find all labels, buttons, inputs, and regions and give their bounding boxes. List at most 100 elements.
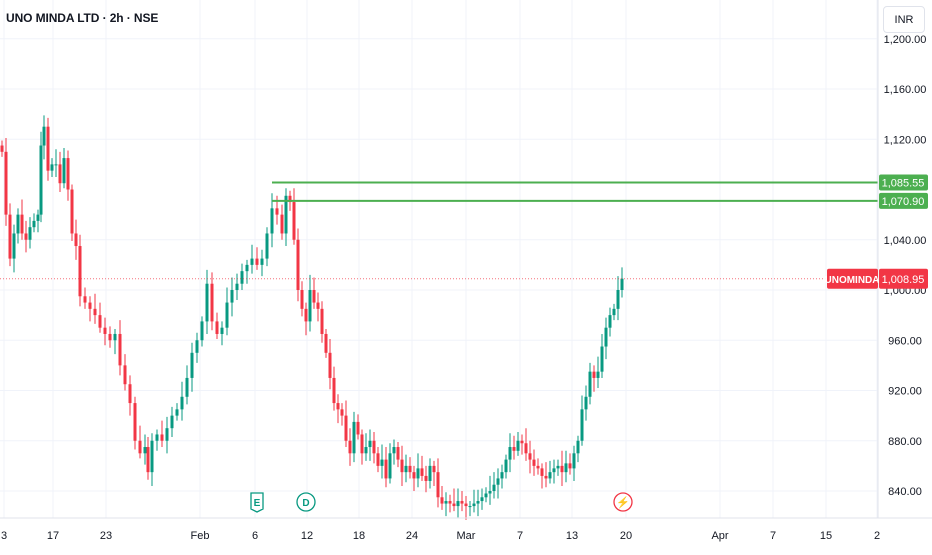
candle-body [304, 308, 308, 322]
candle-body [548, 472, 552, 479]
price-tick-label: 960.00 [888, 335, 922, 347]
event-marker-earnings[interactable]: E [250, 492, 264, 513]
candle-body [540, 468, 544, 476]
candle-body [160, 434, 164, 441]
price-tick-label: 1,160.00 [884, 84, 927, 96]
candle-body [24, 233, 28, 240]
candle-body [604, 327, 608, 347]
time-tick-label: 6 [252, 530, 258, 542]
dividend-icon [296, 492, 316, 512]
price-tick-label: 880.00 [888, 436, 922, 448]
price-tick-label: 1,120.00 [884, 134, 927, 146]
candle-body [516, 440, 520, 451]
candle-body [436, 472, 440, 498]
candle-body [8, 214, 12, 259]
candle-body [205, 283, 209, 322]
candle-body [12, 233, 16, 259]
candle-body [4, 151, 8, 215]
candle-body [396, 447, 400, 460]
candle-body [608, 315, 612, 328]
candle-body [200, 321, 204, 341]
candle-body [408, 465, 412, 473]
candle-body [456, 501, 460, 507]
candle-body [376, 453, 380, 466]
candle-body [128, 384, 132, 404]
candle-body [428, 465, 432, 481]
candle-body [225, 302, 229, 328]
candle-body [496, 478, 500, 485]
candle-body [260, 258, 264, 265]
time-tick-label: 2 [874, 530, 880, 542]
event-marker-split[interactable]: ⚡ [613, 492, 633, 512]
candle-body [170, 415, 174, 429]
candle-body [488, 491, 492, 494]
candle-body [352, 421, 356, 454]
candle-body [280, 214, 284, 234]
event-letter: E [254, 498, 261, 509]
candle-body [424, 475, 428, 481]
candle-body [54, 164, 58, 166]
candle-body [432, 465, 436, 473]
time-tick-label: 3 [1, 530, 7, 542]
candle-body [62, 158, 66, 184]
events-layer: E D ⚡ [250, 492, 633, 513]
candle-body [93, 308, 97, 316]
candle-body [476, 501, 480, 504]
candle-body [16, 214, 20, 234]
candle-body [284, 195, 288, 234]
candle-body [292, 202, 296, 240]
time-tick-label: Feb [191, 530, 210, 542]
candle-body [580, 409, 584, 441]
lines-layer [0, 181, 878, 280]
candle-body [420, 468, 424, 476]
candle-body [108, 333, 112, 341]
candle-body [165, 428, 169, 441]
chart-title: UNO MINDA LTD · 2h · NSE [6, 11, 159, 25]
candle-body [412, 472, 416, 479]
candle-body [356, 421, 360, 435]
candle-body [103, 327, 107, 334]
price-tick-label: 840.00 [888, 486, 922, 498]
time-tick-label: 12 [301, 530, 313, 542]
candle-body [400, 459, 404, 473]
candle-body [392, 447, 396, 454]
candle-body [368, 440, 372, 448]
time-tick-label: 7 [517, 530, 523, 542]
candle-body [265, 233, 269, 259]
time-tick-label: 18 [353, 530, 365, 542]
axis-layer: 840.00880.00920.00960.001,000.001,040.00… [0, 0, 932, 542]
candle-body [332, 377, 336, 404]
candle-body [380, 459, 384, 466]
candle-body [143, 447, 147, 454]
last-price-badge [879, 268, 928, 289]
candle-body [504, 459, 508, 473]
candle-body [576, 440, 580, 454]
time-tick-label: Mar [457, 530, 476, 542]
currency-button[interactable]: INR [883, 6, 925, 33]
candle-body [70, 189, 74, 234]
candle-body [360, 434, 364, 454]
candle-body [220, 327, 224, 334]
candle-body [240, 271, 244, 284]
candle-body [388, 453, 392, 479]
candle-body [448, 501, 452, 504]
event-marker-dividend[interactable]: D [296, 492, 316, 512]
candle-body [195, 340, 199, 353]
level-price-badge [879, 174, 928, 191]
candle-body [344, 415, 348, 441]
candle-body [320, 308, 324, 334]
candle-body [288, 195, 292, 203]
time-tick-label: 15 [820, 530, 832, 542]
candle-body [185, 377, 189, 397]
level-price-badge [879, 192, 928, 209]
candle-body [328, 352, 332, 378]
candle-body [180, 396, 184, 410]
candle-body [464, 503, 468, 507]
candle-body [460, 501, 464, 504]
candle-body [340, 409, 344, 416]
candle-body [28, 227, 32, 240]
candle-body [364, 447, 368, 454]
candle-body [215, 321, 219, 334]
